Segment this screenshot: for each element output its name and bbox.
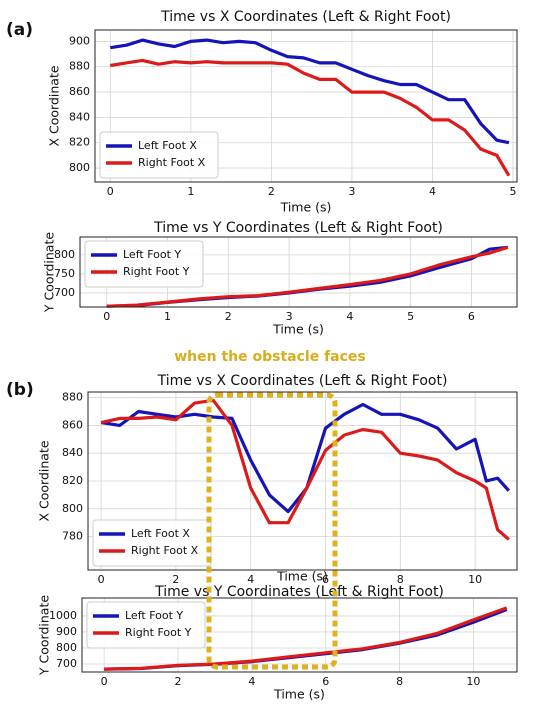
- annotation: when the obstacle faces: [174, 349, 366, 365]
- x-tick-label: 2: [172, 573, 179, 586]
- x-axis-label: Time (s): [276, 569, 328, 584]
- x-axis-label: Time (s): [273, 687, 325, 702]
- x-tick-label: 0: [98, 573, 105, 586]
- chart-title: Time vs Y Coordinates (Left & Right Foot…: [154, 584, 444, 600]
- x-tick-label: 5: [509, 185, 516, 198]
- legend-label: Left Foot Y: [123, 248, 181, 261]
- x-tick-label: 4: [346, 310, 353, 323]
- y-tick-label: 900: [69, 34, 90, 47]
- y-tick-label: 900: [56, 625, 77, 638]
- x-axis-label: Time (s): [280, 200, 332, 215]
- x-tick-label: 2: [175, 675, 182, 688]
- y-tick-label: 750: [54, 267, 75, 280]
- x-tick-label: 8: [397, 573, 404, 586]
- x-tick-label: 3: [286, 310, 293, 323]
- y-tick-label: 860: [69, 85, 90, 98]
- x-tick-label: 6: [322, 573, 329, 586]
- chart-title: Time vs X Coordinates (Left & Right Foot…: [160, 9, 451, 25]
- legend-label: Left Foot X: [131, 527, 190, 540]
- x-tick-label: 0: [103, 310, 110, 323]
- x-tick-label: 8: [396, 675, 403, 688]
- x-tick-label: 0: [101, 675, 108, 688]
- x-tick-label: 2: [225, 310, 232, 323]
- y-tick-label: 860: [62, 418, 83, 431]
- y-tick-label: 800: [69, 161, 90, 174]
- plot-frame: [94, 29, 518, 183]
- legend-box: [99, 131, 219, 179]
- highlight-box: [206, 392, 338, 670]
- plot-frame: [87, 391, 518, 571]
- legend-label: Right Foot X: [138, 156, 206, 169]
- y-tick-label: 820: [62, 474, 83, 487]
- chart-title: Time vs Y Coordinates (Left & Right Foot…: [153, 220, 443, 236]
- y-tick-label: 820: [69, 136, 90, 149]
- x-axis-label: Time (s): [272, 322, 324, 337]
- y-tick-label: 800: [54, 248, 75, 261]
- x-tick-label: 6: [322, 675, 329, 688]
- legend-label: Right Foot X: [131, 544, 199, 557]
- y-tick-label: 700: [56, 657, 77, 670]
- y-tick-label: 800: [62, 502, 83, 515]
- y-tick-label: 880: [62, 391, 83, 404]
- legend-label: Left Foot X: [138, 139, 197, 152]
- y-tick-label: 780: [62, 530, 83, 543]
- x-tick-label: 6: [468, 310, 475, 323]
- y-axis-label: Y Coordinate: [42, 232, 57, 313]
- plot-frame: [81, 597, 518, 673]
- legend-box: [84, 240, 204, 288]
- panel-label: (a): [6, 20, 33, 40]
- legend-label: Left Foot Y: [125, 609, 183, 622]
- data-line: [100, 398, 510, 541]
- x-tick-label: 1: [164, 310, 171, 323]
- y-axis-label: X Coordinate: [47, 65, 62, 146]
- data-line: [110, 38, 510, 145]
- x-tick-label: 10: [468, 573, 482, 586]
- y-tick-label: 1000: [49, 609, 77, 622]
- x-tick-label: 2: [268, 185, 275, 198]
- data-line: [100, 402, 510, 514]
- x-tick-label: 10: [466, 675, 480, 688]
- y-tick-label: 800: [56, 641, 77, 654]
- chart-title: Time vs X Coordinates (Left & Right Foot…: [157, 373, 448, 389]
- y-axis-label: X Coordinate: [37, 440, 52, 521]
- x-tick-label: 4: [429, 185, 436, 198]
- legend-box: [92, 519, 212, 567]
- x-tick-label: 5: [407, 310, 414, 323]
- y-tick-label: 700: [54, 286, 75, 299]
- x-tick-label: 1: [187, 185, 194, 198]
- y-tick-label: 840: [69, 110, 90, 123]
- y-tick-label: 840: [62, 446, 83, 459]
- panel-label: (b): [6, 380, 34, 400]
- data-line: [106, 245, 509, 308]
- x-tick-label: 4: [248, 675, 255, 688]
- x-tick-label: 3: [348, 185, 355, 198]
- legend-label: Right Foot Y: [125, 626, 192, 639]
- plot-frame: [79, 236, 518, 308]
- data-line: [104, 606, 508, 671]
- legend-box: [86, 601, 206, 649]
- x-tick-label: 0: [107, 185, 114, 198]
- legend-label: Right Foot Y: [123, 265, 190, 278]
- data-line: [110, 58, 511, 177]
- y-tick-label: 880: [69, 60, 90, 73]
- y-axis-label: Y Coordinate: [37, 595, 52, 676]
- x-tick-label: 4: [247, 573, 254, 586]
